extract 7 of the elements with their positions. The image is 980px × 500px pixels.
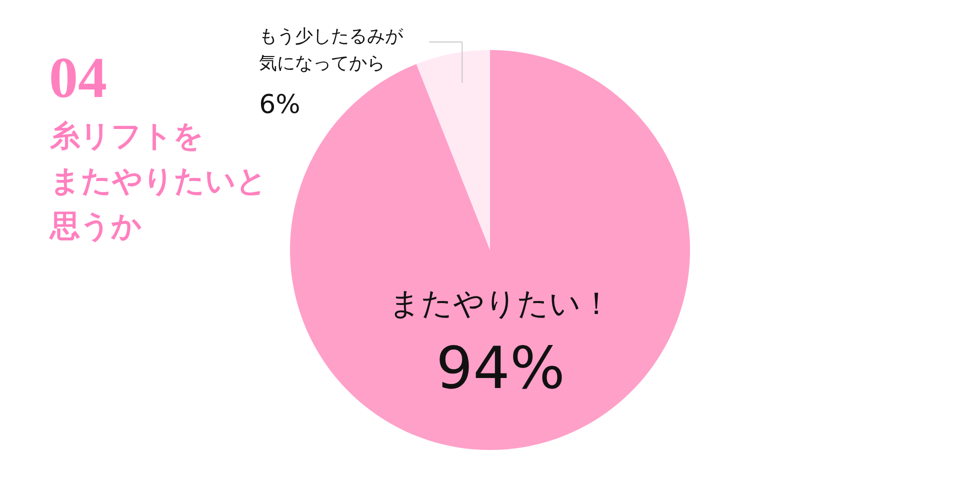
slice-label: またやりたい！: [388, 286, 612, 322]
chart-title: 04: [49, 45, 107, 110]
text: 糸リフトをまたやりたいと思うか: [49, 120, 267, 243]
data-label: 6%: [259, 90, 300, 120]
slice-label: もう少したるみが気になってから: [259, 26, 404, 74]
pie-slice: [416, 50, 490, 250]
data-label: 94%: [436, 334, 565, 402]
